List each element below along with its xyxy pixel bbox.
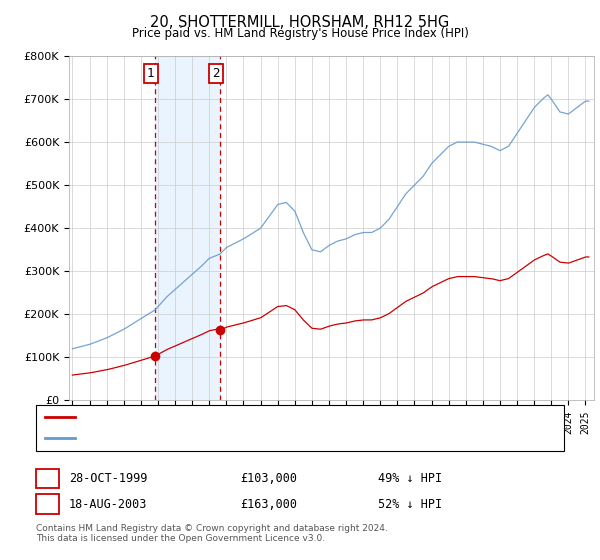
Text: 2: 2 — [212, 67, 220, 80]
Text: HPI: Average price, detached house, Horsham: HPI: Average price, detached house, Hors… — [81, 433, 338, 444]
Text: 20, SHOTTERMILL, HORSHAM, RH12 5HG (detached house): 20, SHOTTERMILL, HORSHAM, RH12 5HG (deta… — [81, 412, 411, 422]
Text: £163,000: £163,000 — [240, 497, 297, 511]
Text: Contains HM Land Registry data © Crown copyright and database right 2024.: Contains HM Land Registry data © Crown c… — [36, 524, 388, 533]
Text: 28-OCT-1999: 28-OCT-1999 — [69, 472, 148, 486]
Text: 52% ↓ HPI: 52% ↓ HPI — [378, 497, 442, 511]
Text: £103,000: £103,000 — [240, 472, 297, 486]
Bar — [155, 56, 220, 400]
Text: Price paid vs. HM Land Registry's House Price Index (HPI): Price paid vs. HM Land Registry's House … — [131, 27, 469, 40]
Text: 1: 1 — [44, 472, 51, 486]
Text: 1: 1 — [147, 67, 154, 80]
Text: 20, SHOTTERMILL, HORSHAM, RH12 5HG: 20, SHOTTERMILL, HORSHAM, RH12 5HG — [151, 15, 449, 30]
Text: This data is licensed under the Open Government Licence v3.0.: This data is licensed under the Open Gov… — [36, 534, 325, 543]
Text: 2: 2 — [44, 497, 51, 511]
Text: 49% ↓ HPI: 49% ↓ HPI — [378, 472, 442, 486]
Text: 18-AUG-2003: 18-AUG-2003 — [69, 497, 148, 511]
